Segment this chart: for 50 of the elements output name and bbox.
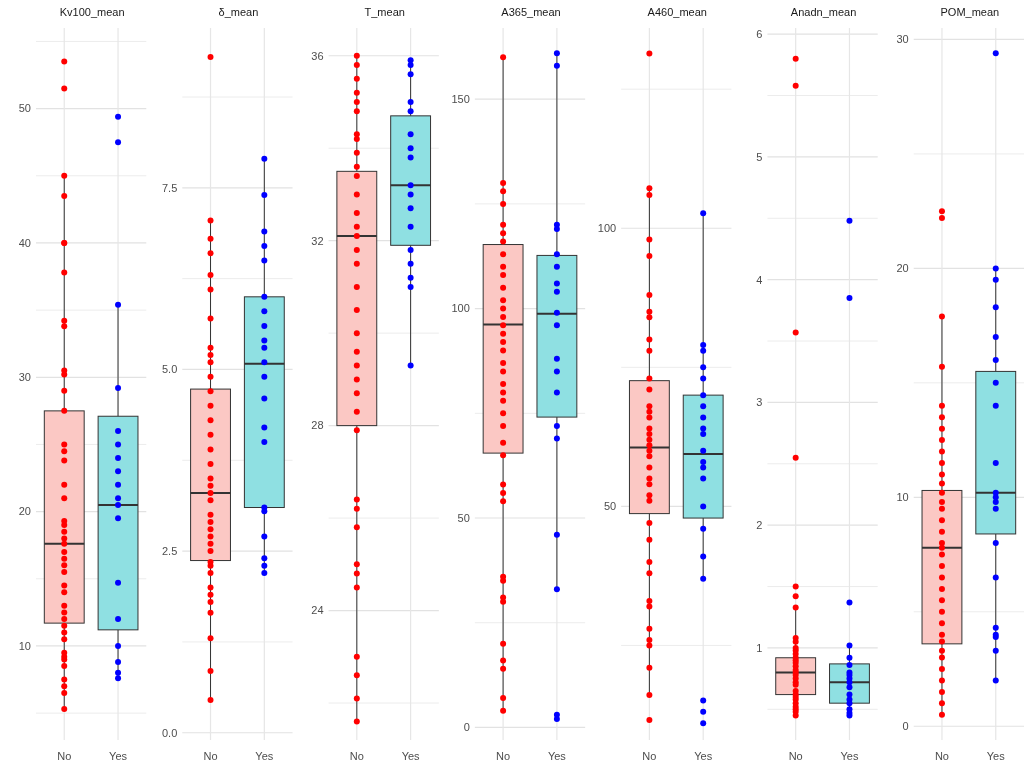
y-tick-label: 5.0 [161,363,178,376]
y-tick-label: 3 [756,396,763,409]
y-tick-label: 28 [311,419,324,432]
x-tick-label: Yes [547,750,567,762]
y-tick-label: 2 [756,519,763,532]
y-tick-label: 32 [311,234,324,247]
chart-title: Kv100_mean [59,6,125,18]
y-tick-label: 7.5 [161,181,178,194]
y-tick-label: 50 [603,500,617,513]
y-tick-label: 2.5 [161,544,178,557]
y-tick-label: 50 [18,102,31,115]
y-tick-label: 50 [457,511,470,524]
y-tick-label: 20 [896,262,909,275]
y-tick-label: 100 [597,222,617,235]
x-tick-label: No [496,750,511,762]
x-tick-label: No [57,750,72,762]
chart-title: δ_mean [218,6,259,18]
y-tick-label: 1 [756,641,763,654]
x-tick-label: Yes [401,750,421,762]
y-tick-label: 10 [18,639,31,652]
chart-title: POM_mean [940,6,1000,18]
chart-title: A460_mean [647,6,707,18]
x-tick-label: Yes [109,750,128,762]
x-tick-label: No [788,750,803,762]
chart-title: T_mean [364,6,405,18]
y-tick-label: 0.0 [161,726,178,739]
y-tick-label: 150 [451,93,470,106]
y-tick-label: 0 [463,721,470,734]
y-tick-label: 40 [18,236,31,249]
chart-title: Anadn_mean [790,6,857,18]
y-tick-label: 30 [896,33,909,46]
y-tick-label: 100 [451,302,470,315]
y-tick-label: 36 [311,49,324,62]
y-tick-label: 6 [756,27,763,40]
x-tick-label: Yes [694,750,713,762]
x-tick-label: No [349,750,364,762]
y-tick-label: 0 [902,720,909,733]
x-tick-label: No [203,750,218,762]
y-tick-label: 4 [756,273,763,286]
y-tick-label: 24 [311,604,324,617]
x-tick-label: Yes [840,750,859,762]
y-tick-label: 10 [896,491,909,504]
y-tick-label: 30 [18,371,31,384]
x-tick-label: No [642,750,657,762]
x-tick-label: Yes [255,750,274,762]
y-tick-label: 5 [756,150,763,163]
x-tick-label: No [934,750,949,762]
chart-title: A365_mean [501,6,561,18]
x-tick-label: Yes [986,750,1006,762]
y-tick-label: 20 [18,505,31,518]
